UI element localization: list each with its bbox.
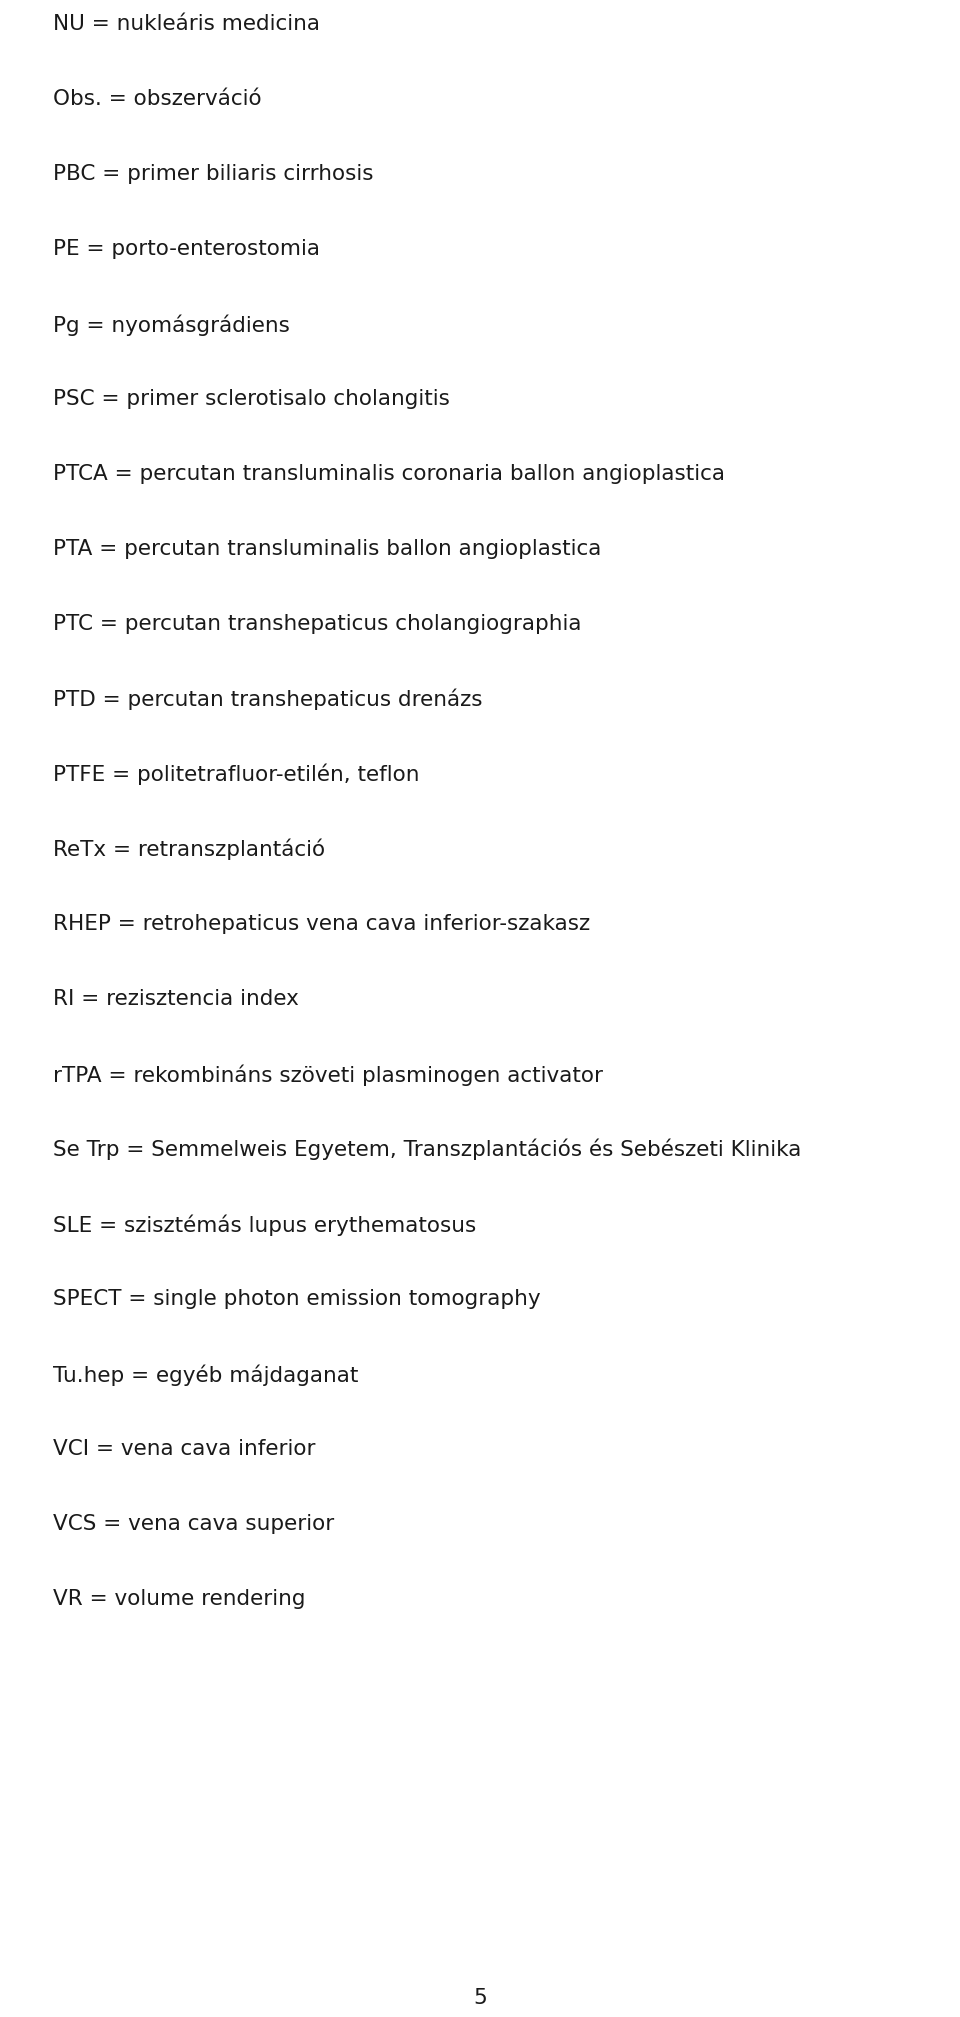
Text: PTC = percutan transhepaticus cholangiographia: PTC = percutan transhepaticus cholangiog… <box>53 613 582 633</box>
Text: Pg = nyomásgrádiens: Pg = nyomásgrádiens <box>53 315 290 335</box>
Text: ReTx = retranszplantáció: ReTx = retranszplantáció <box>53 839 325 861</box>
Text: RI = rezisztencia index: RI = rezisztencia index <box>53 988 299 1008</box>
Text: VCS = vena cava superior: VCS = vena cava superior <box>53 1515 334 1535</box>
Text: Se Trp = Semmelweis Egyetem, Transzplantációs és Sebészeti Klinika: Se Trp = Semmelweis Egyetem, Transzplant… <box>53 1140 802 1160</box>
Text: PTD = percutan transhepaticus drenázs: PTD = percutan transhepaticus drenázs <box>53 690 483 710</box>
Text: SPECT = single photon emission tomography: SPECT = single photon emission tomograph… <box>53 1289 540 1309</box>
Text: PTFE = politetrafluor-etilén, teflon: PTFE = politetrafluor-etilén, teflon <box>53 764 420 785</box>
Text: Tu.hep = egyéb májdaganat: Tu.hep = egyéb májdaganat <box>53 1363 358 1386</box>
Text: Obs. = obszerváció: Obs. = obszerváció <box>53 89 262 109</box>
Text: SLE = szisztémás lupus erythematosus: SLE = szisztémás lupus erythematosus <box>53 1214 476 1236</box>
Text: rTPA = rekombináns szöveti plasminogen activator: rTPA = rekombináns szöveti plasminogen a… <box>53 1065 603 1085</box>
Text: PE = porto-enterostomia: PE = porto-enterostomia <box>53 238 320 258</box>
Text: PTA = percutan transluminalis ballon angioplastica: PTA = percutan transluminalis ballon ang… <box>53 539 601 559</box>
Text: NU = nukleáris medicina: NU = nukleáris medicina <box>53 14 320 34</box>
Text: VCI = vena cava inferior: VCI = vena cava inferior <box>53 1438 316 1458</box>
Text: 5: 5 <box>473 1989 487 2009</box>
Text: PBC = primer biliaris cirrhosis: PBC = primer biliaris cirrhosis <box>53 163 373 184</box>
Text: RHEP = retrohepaticus vena cava inferior-szakasz: RHEP = retrohepaticus vena cava inferior… <box>53 914 590 934</box>
Text: PSC = primer sclerotisalo cholangitis: PSC = primer sclerotisalo cholangitis <box>53 389 450 409</box>
Text: PTCA = percutan transluminalis coronaria ballon angioplastica: PTCA = percutan transluminalis coronaria… <box>53 464 725 484</box>
Text: VR = volume rendering: VR = volume rendering <box>53 1589 305 1610</box>
